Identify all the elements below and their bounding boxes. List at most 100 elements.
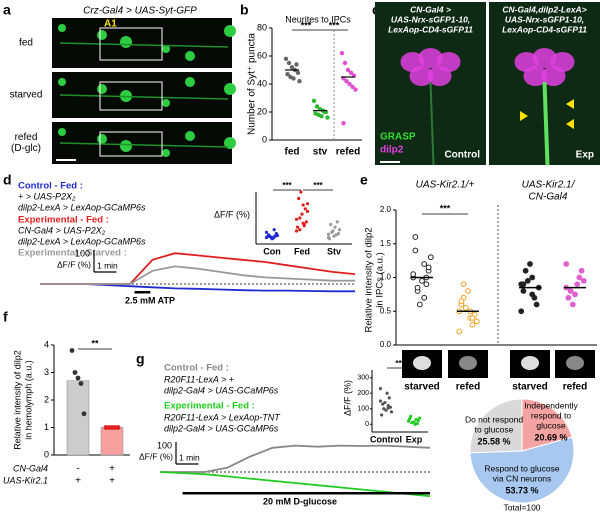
- scale-unit: ΔF/F (%): [139, 451, 173, 461]
- significance: ***: [313, 181, 323, 190]
- data-point: [522, 267, 529, 274]
- genotype: + > UAS-P2X₂: [18, 191, 76, 201]
- neurite: [59, 42, 229, 48]
- panel-label: h: [434, 363, 443, 379]
- data-point: [469, 315, 476, 321]
- neuron-signal: [58, 128, 66, 136]
- data-point: [294, 62, 299, 67]
- condition-label: Exp: [576, 150, 594, 161]
- data-point: [305, 202, 310, 206]
- region-box: [99, 131, 163, 157]
- genotype: R20F11-LexA > LexAop-TNT: [164, 412, 281, 422]
- data-point: [329, 222, 333, 227]
- data-point: [569, 301, 576, 308]
- legend-entry: Experimental - Fed :: [164, 401, 255, 412]
- data-point: [416, 418, 420, 422]
- data-point: [347, 81, 352, 87]
- panel-label: g: [136, 351, 145, 367]
- data-point: [342, 60, 348, 66]
- x-tick-label: refed: [456, 382, 480, 393]
- x-tick-label: refed: [336, 147, 360, 158]
- region-label: A1: [104, 19, 117, 30]
- neurite: [429, 81, 435, 166]
- slice-value: 53.73 %: [505, 485, 538, 495]
- data-point: [115, 425, 121, 430]
- data-point: [298, 228, 302, 232]
- genotype: LexAop-CD4-sGFP11: [388, 24, 473, 34]
- data-point: [299, 190, 303, 194]
- genotype: R20F11-LexA > +: [164, 374, 234, 384]
- genotype-cell: +: [75, 476, 81, 487]
- data-point: [421, 261, 428, 267]
- data-point: [341, 121, 346, 126]
- data-point: [416, 301, 423, 308]
- dilp2-signal: [418, 48, 443, 68]
- data-point: [574, 281, 581, 288]
- stimulus-label: 20 mM D-glucose: [263, 496, 337, 506]
- data-point: [380, 413, 384, 417]
- neuron-signal: [120, 140, 132, 152]
- x-tick-label: Con: [263, 246, 281, 256]
- dilp2-signal: [521, 356, 539, 370]
- genotype: dilp2-LexA > LexAop-GCaMP6s: [18, 202, 146, 212]
- data-point: [412, 247, 419, 254]
- data-point: [412, 420, 416, 424]
- data-point: [462, 304, 469, 311]
- y-tick-label: 1.5: [380, 239, 392, 248]
- neuron-signal: [97, 84, 107, 94]
- significance: ***: [282, 181, 292, 190]
- neuron-signal: [185, 51, 195, 61]
- genotype: dilp2-Gal4 > UAS-GCaMP6s: [164, 385, 279, 395]
- data-point: [304, 220, 308, 224]
- genotype: LexAop-CD4-sGFP11: [502, 24, 587, 34]
- y-axis-label: ΔF/F (%): [342, 380, 352, 416]
- time-scale-label: 1 min: [97, 260, 118, 270]
- y-axis-label: Number of Syt⁺ puncta: [247, 33, 258, 135]
- data-point: [465, 288, 471, 294]
- data-point: [578, 267, 585, 274]
- data-point: [563, 261, 570, 267]
- data-point: [294, 217, 299, 221]
- panel-title: CN-Gal4: [529, 192, 568, 203]
- dilp2-signal: [566, 356, 584, 370]
- panel-label: a: [3, 2, 11, 18]
- legend-entry: Control - Fed :: [164, 363, 229, 374]
- data-point: [294, 229, 299, 233]
- pie-slice: [521, 398, 573, 452]
- data-point: [378, 387, 383, 391]
- stimulus-bar: [134, 291, 151, 294]
- genotype: UAS-Kir2.1: [3, 475, 48, 485]
- neuron-signal: [97, 30, 107, 40]
- data-point: [421, 294, 428, 301]
- data-point: [572, 291, 578, 298]
- trace: [40, 265, 355, 285]
- slice-label: Respond to glucose: [484, 463, 559, 473]
- data-point: [456, 328, 463, 335]
- pie-slice: [469, 436, 575, 504]
- panel-title: UAS-Kir2.1/+: [416, 180, 475, 191]
- y-tick-label: 0: [365, 421, 369, 428]
- x-tick-label: fed: [285, 147, 300, 158]
- slice-label: Independently: [524, 400, 578, 410]
- y-axis-label: in IPCs (a.u.): [375, 252, 386, 307]
- data-point: [328, 237, 332, 241]
- data-point: [314, 104, 320, 109]
- data-point: [427, 254, 434, 261]
- slice-value: 20.69 %: [534, 432, 567, 442]
- data-point: [576, 274, 583, 281]
- data-point: [297, 196, 301, 201]
- data-point: [348, 70, 354, 76]
- genotype-cell: -: [76, 464, 79, 475]
- y-tick-label: 0: [44, 449, 49, 459]
- panel-label: d: [3, 172, 12, 188]
- neurite: [542, 81, 550, 166]
- data-point: [378, 399, 383, 403]
- genotype: CN-Gal4 >: [410, 4, 451, 14]
- neurite: [59, 142, 229, 148]
- data-point: [565, 294, 572, 301]
- data-point: [529, 274, 536, 281]
- data-point: [524, 277, 531, 284]
- data-point: [283, 56, 289, 61]
- stimulus-label: 2.5 mM ATP: [125, 295, 175, 305]
